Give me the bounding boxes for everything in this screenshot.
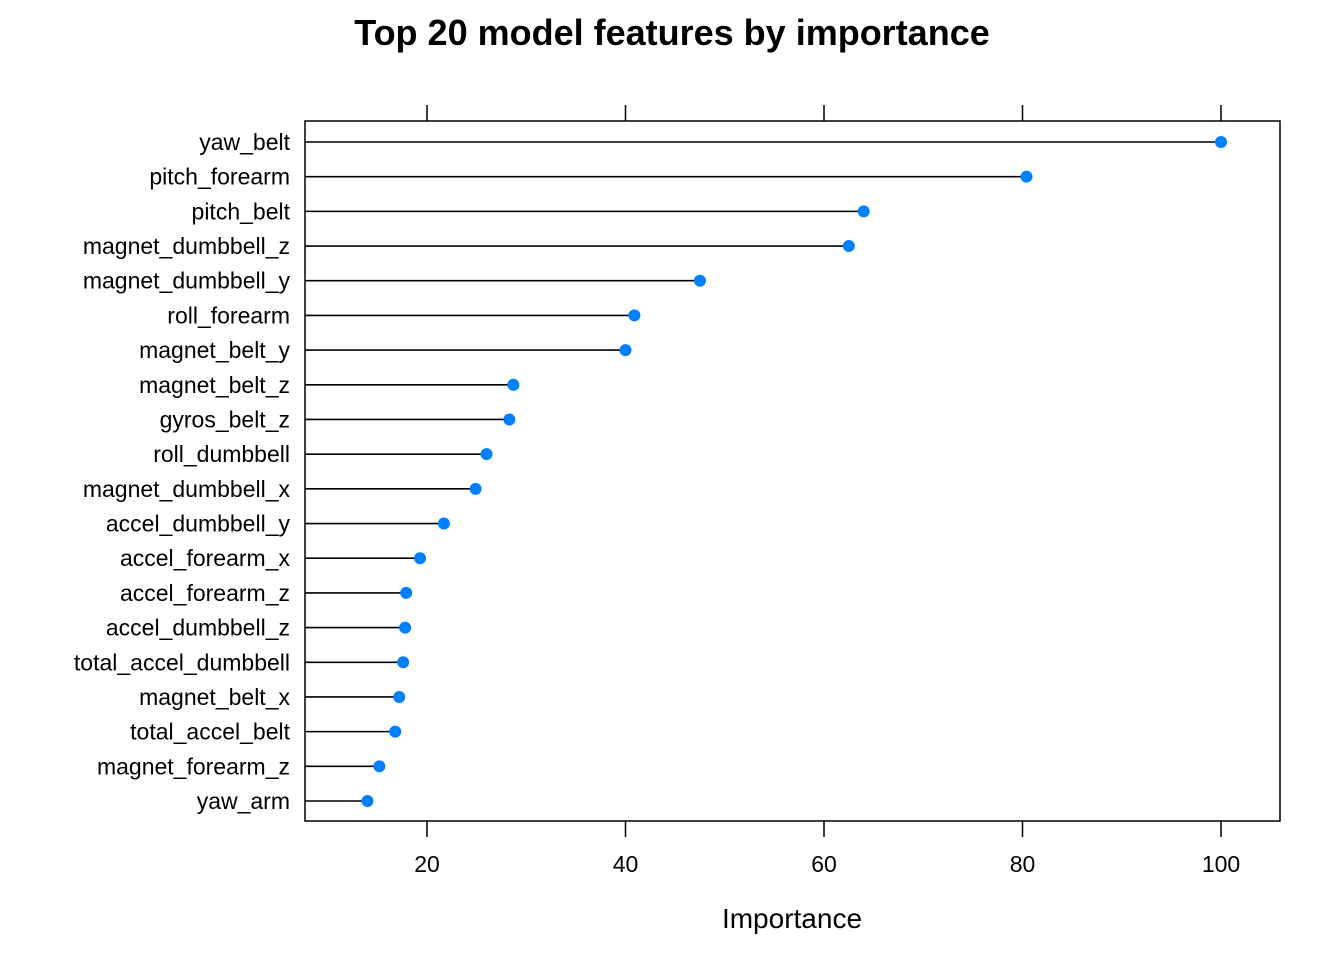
category-label: magnet_dumbbell_x (83, 476, 291, 502)
x-axis: 20 40 60 80 100 (414, 105, 1240, 877)
data-point (507, 378, 520, 391)
data-point (373, 760, 386, 773)
category-label: roll_forearm (167, 302, 290, 328)
data-point (480, 448, 493, 461)
data-point (857, 205, 870, 218)
data-point (437, 517, 450, 530)
category-label: magnet_belt_y (139, 337, 290, 363)
plot-frame (304, 120, 1281, 822)
data-point (399, 621, 412, 634)
category-label: accel_dumbbell_z (106, 615, 290, 641)
category-labels: yaw_belt pitch_forearm pitch_belt magnet_du… (74, 129, 291, 814)
category-label: accel_forearm_z (120, 580, 290, 606)
category-label: accel_forearm_x (120, 545, 291, 571)
category-label: yaw_belt (199, 129, 290, 155)
data-point (361, 795, 374, 807)
category-label: accel_dumbbell_y (106, 511, 291, 537)
category-label: magnet_belt_z (139, 372, 290, 398)
category-label: total_accel_belt (130, 719, 290, 745)
data-point (619, 344, 632, 357)
category-label: pitch_forearm (149, 164, 290, 190)
category-label: roll_dumbbell (153, 441, 290, 467)
x-tick-label: 40 (613, 851, 639, 877)
category-label: total_accel_dumbbell (74, 649, 290, 675)
stems (305, 141, 1221, 802)
chart-title: Top 20 model features by importance (354, 12, 989, 53)
data-point (469, 482, 482, 495)
data-point (503, 413, 516, 426)
data-point (397, 656, 410, 669)
data-point (1020, 170, 1033, 183)
points (361, 136, 1227, 807)
data-point (389, 725, 402, 738)
x-axis-title: Importance (722, 903, 862, 934)
data-point (842, 240, 855, 253)
x-tick-label: 100 (1202, 851, 1240, 877)
data-point (693, 274, 706, 287)
x-tick-label: 20 (414, 851, 440, 877)
data-point (1215, 136, 1227, 148)
category-label: magnet_forearm_z (97, 753, 290, 779)
category-label: gyros_belt_z (160, 406, 290, 432)
x-tick-label: 60 (811, 851, 837, 877)
data-point (400, 586, 413, 599)
data-point (628, 309, 641, 322)
category-label: magnet_dumbbell_y (83, 268, 291, 294)
data-point (393, 690, 406, 703)
category-label: yaw_arm (197, 788, 290, 814)
category-label: magnet_belt_x (139, 684, 290, 710)
x-tick-label: 80 (1010, 851, 1036, 877)
category-label: magnet_dumbbell_z (83, 233, 290, 259)
data-point (414, 552, 427, 565)
category-label: pitch_belt (192, 198, 291, 224)
